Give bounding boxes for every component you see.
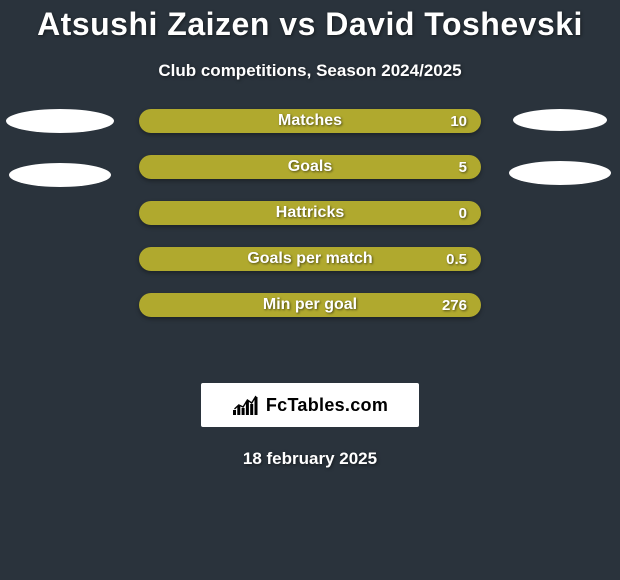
stat-bars: Matches 10 Goals 5 Hattricks 0 Goals per match…: [139, 109, 481, 317]
brand-text: FcTables.com: [266, 395, 388, 416]
stat-value: 10: [450, 113, 467, 130]
stats-area: Matches 10 Goals 5 Hattricks 0 Goals per match…: [0, 109, 620, 359]
decorative-oval: [6, 109, 114, 133]
stat-bar: Matches 10: [139, 109, 481, 133]
date: 18 february 2025: [0, 449, 620, 469]
decorative-oval: [513, 109, 607, 131]
stat-label: Min per goal: [263, 296, 357, 314]
stat-label: Matches: [278, 112, 342, 130]
right-ovals: [505, 109, 615, 185]
brand-box[interactable]: FcTables.com: [201, 383, 419, 427]
stat-label: Hattricks: [276, 204, 344, 222]
stat-bar: Goals per match 0.5: [139, 247, 481, 271]
stat-value: 5: [459, 159, 467, 176]
stat-value: 276: [442, 297, 467, 314]
stat-value: 0.5: [446, 251, 467, 268]
stat-label: Goals: [288, 158, 332, 176]
stat-label: Goals per match: [247, 250, 372, 268]
decorative-oval: [509, 161, 611, 185]
stat-bar: Goals 5: [139, 155, 481, 179]
stat-bar: Hattricks 0: [139, 201, 481, 225]
stat-bar: Min per goal 276: [139, 293, 481, 317]
decorative-oval: [9, 163, 111, 187]
brand-chart-icon: [232, 394, 260, 416]
stat-value: 0: [459, 205, 467, 222]
subtitle: Club competitions, Season 2024/2025: [0, 61, 620, 81]
left-ovals: [5, 109, 115, 187]
page-title: Atsushi Zaizen vs David Toshevski: [0, 0, 620, 43]
